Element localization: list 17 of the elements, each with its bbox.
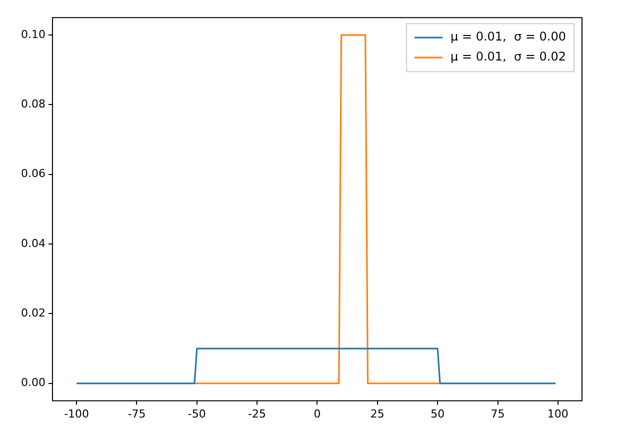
legend-label: μ = 0.01, σ = 0.00 [450, 30, 566, 44]
y-tick-label: 0.04 [20, 236, 46, 250]
x-tick-label: 50 [430, 407, 445, 420]
legend-label: μ = 0.01, σ = 0.02 [450, 50, 566, 64]
x-tick-label: -50 [188, 407, 206, 420]
x-tick-label: 100 [547, 407, 568, 420]
y-tick-label: 0.08 [20, 98, 46, 111]
x-tick-label: -75 [128, 407, 146, 420]
x-tick-label: 0 [314, 407, 321, 420]
y-tick-label: 0.00 [20, 376, 46, 390]
x-tick-label: 25 [370, 407, 384, 420]
x-tick-label: 75 [490, 407, 505, 420]
x-tick-label: -100 [64, 407, 90, 420]
x-tick-label: -25 [248, 407, 266, 420]
y-tick-label: 0.10 [20, 28, 46, 41]
y-tick-label: 0.02 [20, 306, 46, 320]
y-tick-label: 0.06 [20, 167, 46, 180]
